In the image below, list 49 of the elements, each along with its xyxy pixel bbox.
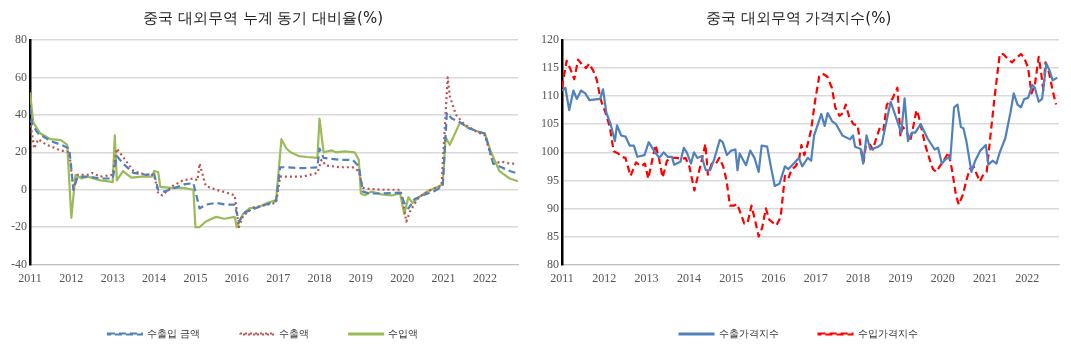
- y-tick-label: 80: [547, 256, 559, 271]
- y-tick-label: -20: [11, 219, 27, 234]
- y-tick-label: 115: [541, 60, 559, 75]
- x-tick-label: 2013: [100, 270, 125, 285]
- y-tick-label: 80: [15, 32, 27, 47]
- x-tick-label: 2020: [930, 270, 955, 285]
- legend-label: 수입액: [388, 327, 419, 339]
- line-series: [30, 106, 518, 223]
- chart-title: 중국 대외무역 누계 동기 대비율(%): [142, 8, 384, 27]
- x-tick-label: 2019: [888, 270, 913, 285]
- x-tick-label: 2018: [846, 270, 871, 285]
- x-tick-label: 2012: [59, 270, 84, 285]
- y-tick-label: 60: [15, 69, 27, 84]
- x-tick-label: 2015: [183, 270, 208, 285]
- chart-title: 중국 대외무역 가격지수(%): [705, 8, 892, 27]
- x-tick-label: 2017: [803, 270, 828, 285]
- x-tick-label: 2022: [472, 270, 497, 285]
- x-tick-label: 2015: [719, 270, 744, 285]
- x-tick-label: 2013: [634, 270, 659, 285]
- x-tick-label: 2016: [224, 270, 249, 285]
- x-tick-label: 2014: [676, 270, 701, 285]
- x-tick-label: 2020: [390, 270, 415, 285]
- x-tick-label: 2011: [18, 270, 42, 285]
- y-tick-label: 85: [547, 228, 559, 243]
- line-series: [562, 52, 1058, 238]
- legend-label: 수출입 금액: [146, 327, 201, 339]
- x-tick-label: 2014: [142, 270, 167, 285]
- y-tick-label: 40: [15, 107, 27, 122]
- y-tick-label: 90: [547, 200, 559, 215]
- y-tick-label: 95: [547, 172, 559, 187]
- legend-label: 수입가격지수: [857, 327, 918, 339]
- x-tick-label: 2022: [1015, 270, 1040, 285]
- x-tick-label: 2019: [348, 270, 373, 285]
- x-tick-label: 2021: [431, 270, 456, 285]
- x-tick-label: 2011: [550, 270, 574, 285]
- y-tick-label: 20: [15, 144, 27, 159]
- x-tick-label: 2017: [266, 270, 291, 285]
- y-tick-label: -40: [11, 256, 27, 271]
- y-tick-label: 120: [541, 32, 559, 47]
- y-tick-label: 0: [21, 181, 27, 196]
- legend-label: 수출가격지수: [718, 327, 779, 339]
- y-tick-label: 105: [541, 116, 559, 131]
- y-tick-label: 110: [541, 88, 559, 103]
- y-tick-label: 100: [541, 144, 559, 159]
- x-tick-label: 2018: [307, 270, 332, 285]
- x-tick-label: 2021: [972, 270, 997, 285]
- x-tick-label: 2012: [592, 270, 617, 285]
- legend-label: 수출액: [279, 327, 310, 339]
- x-tick-label: 2016: [761, 270, 786, 285]
